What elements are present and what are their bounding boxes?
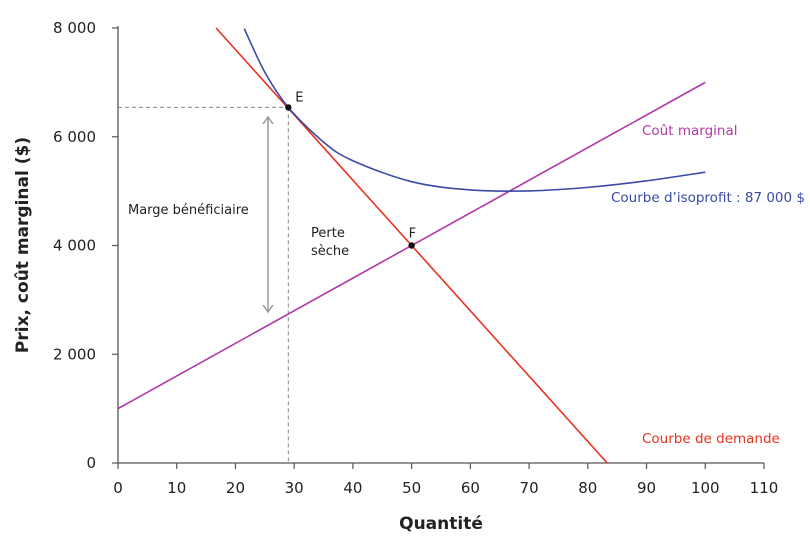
y-tick-label: 2 000: [53, 345, 96, 363]
annotation-deadweight-loss-line1: Perte: [311, 226, 345, 241]
point-label-e: E: [295, 90, 303, 105]
y-tick-label: 4 000: [53, 237, 96, 255]
x-tick-label: 0: [113, 479, 123, 497]
y-tick-label: 0: [86, 454, 96, 472]
arrow-head-down: [262, 304, 274, 314]
series-label-isoprofit: Courbe d’isoprofit : 87 000 $: [611, 190, 805, 206]
series-label-demand: Courbe de demande: [642, 431, 780, 447]
x-tick-label: 10: [167, 479, 186, 497]
x-tick-label: 110: [750, 479, 779, 497]
x-tick-label: 100: [691, 479, 720, 497]
arrow-head-up: [262, 115, 274, 125]
annotation-profit-margin: Marge bénéficiaire: [128, 203, 249, 218]
point-f: [408, 242, 415, 249]
series-label-marginal-cost: Coût marginal: [642, 123, 737, 139]
x-tick-label: 80: [578, 479, 597, 497]
isoprofit-curve: [243, 28, 706, 192]
y-tick-label: 6 000: [53, 128, 96, 146]
x-tick-label: 20: [226, 479, 245, 497]
point-label-f: F: [409, 227, 416, 242]
x-tick-label: 50: [402, 479, 421, 497]
x-tick-label: 40: [343, 479, 362, 497]
x-tick-label: 60: [461, 479, 480, 497]
annotation-deadweight-loss-line2: sèche: [311, 244, 349, 259]
x-tick-label: 30: [285, 479, 304, 497]
point-e: [285, 104, 292, 111]
x-tick-label: 90: [637, 479, 656, 497]
y-axis-label: Prix, coût marginal ($): [13, 137, 33, 353]
y-tick-label: 8 000: [53, 19, 96, 37]
x-tick-label: 70: [520, 479, 539, 497]
x-axis-label: Quantité: [399, 514, 483, 534]
